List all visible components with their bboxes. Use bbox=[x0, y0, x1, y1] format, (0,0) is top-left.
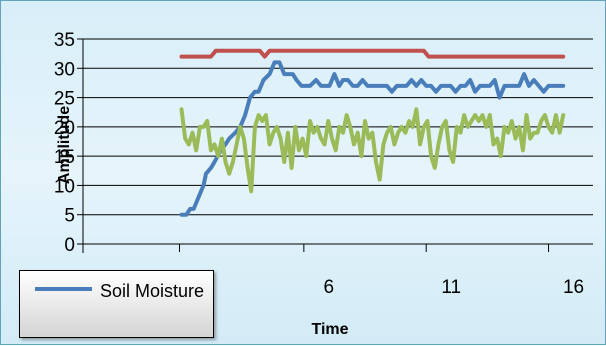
y-tick-label-5: 5 bbox=[64, 206, 75, 227]
y-tick-label-15: 15 bbox=[54, 147, 75, 168]
x-tick-label-11: 11 bbox=[441, 277, 461, 298]
legend-label-soil-moisture: Soil Moisture bbox=[99, 281, 204, 301]
y-tick-label-35: 35 bbox=[54, 30, 75, 51]
y-tick-label-25: 25 bbox=[54, 89, 75, 110]
y-axis-title: Amplitude bbox=[56, 106, 73, 184]
legend: Soil Moisture bbox=[19, 270, 214, 338]
y-tick-label-30: 30 bbox=[54, 59, 75, 80]
series-line-0 bbox=[179, 60, 566, 217]
y-tick-label-10: 10 bbox=[54, 176, 75, 197]
series-line-1 bbox=[179, 48, 566, 59]
legend-swatch-soil-moisture bbox=[35, 287, 92, 291]
y-tick-label-20: 20 bbox=[54, 118, 75, 139]
x-tick-label-16: 16 bbox=[563, 277, 584, 298]
y-tick-label-0: 0 bbox=[64, 235, 75, 256]
series-line-2 bbox=[179, 107, 566, 194]
x-axis-title: Time bbox=[311, 321, 348, 338]
x-tick-label-6: 6 bbox=[324, 277, 335, 298]
